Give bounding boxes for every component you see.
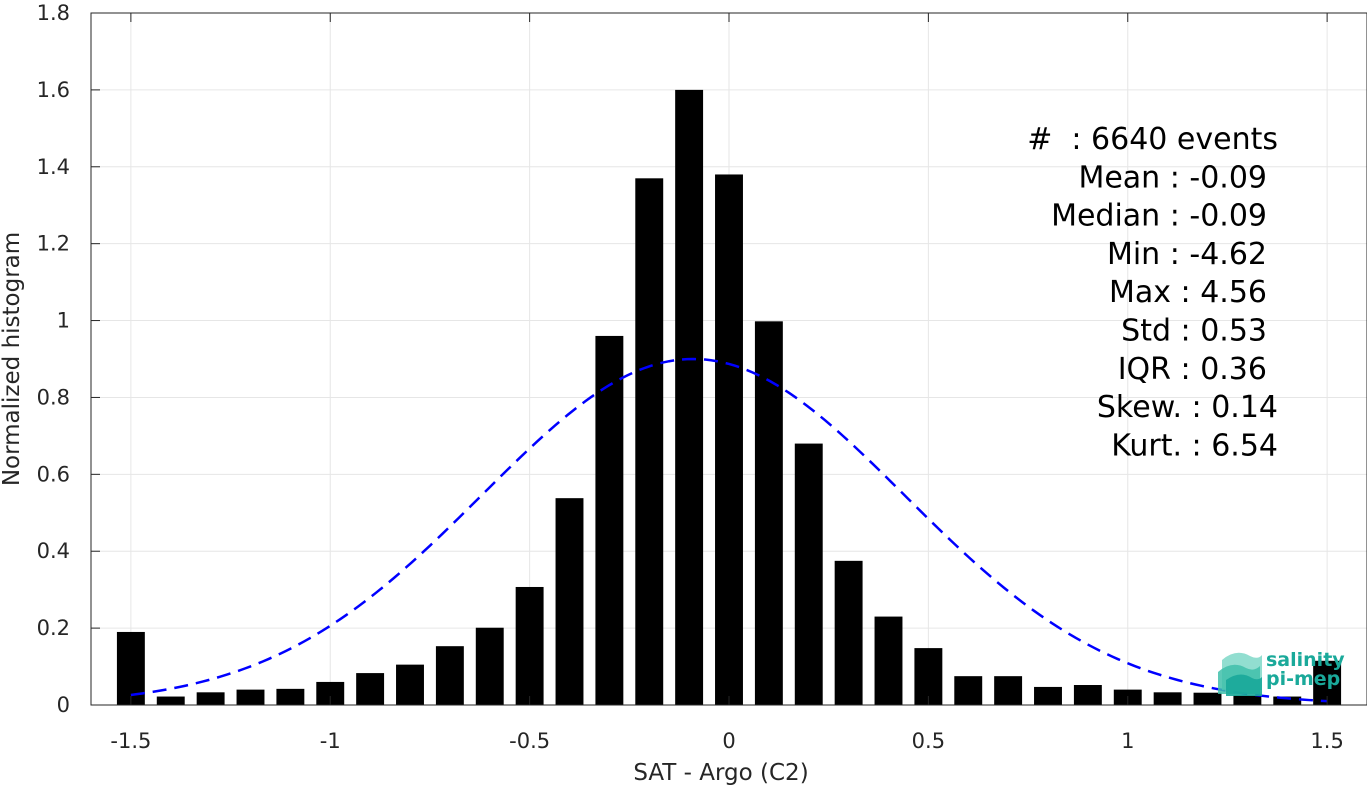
x-tick-label: 1.5 <box>1310 729 1343 753</box>
histogram-bar <box>396 664 424 705</box>
histogram-bar <box>954 676 983 705</box>
histogram-bar <box>675 89 704 705</box>
histogram-bar <box>236 689 265 705</box>
histogram-bar <box>1073 685 1102 705</box>
y-tick-label: 0 <box>57 693 70 717</box>
stat-line: Min : -4.62 <box>1107 237 1267 272</box>
histogram-bar <box>754 321 783 705</box>
histogram-bar <box>1233 695 1262 705</box>
y-tick-label: 1.2 <box>37 232 70 256</box>
stat-line: Median : -0.09 <box>1051 199 1267 234</box>
histogram-bar <box>475 627 504 705</box>
y-axis-ticks: 0 0.2 0.4 0.6 0.8 1 1.2 1.4 1.6 1.8 <box>37 1 100 717</box>
histogram-bar <box>515 586 544 705</box>
x-tick-label: 1 <box>1121 729 1134 753</box>
y-axis-label: Normalized histogram <box>0 232 25 486</box>
histogram-bar <box>595 335 624 705</box>
histogram-bar <box>1193 692 1222 705</box>
histogram-bar <box>1273 696 1302 705</box>
histogram-bar <box>1153 692 1182 705</box>
histogram-bar <box>435 646 464 705</box>
gaussian-fit-curve <box>130 357 1328 703</box>
histogram-bar <box>914 648 943 705</box>
stat-line: IQR : 0.36 <box>1118 352 1267 387</box>
histogram-bar <box>196 692 225 705</box>
y-tick-label: 1.8 <box>37 1 70 25</box>
histogram-bar <box>994 676 1023 705</box>
y-tick-label: 0.2 <box>37 616 70 640</box>
x-tick-label: -1 <box>320 729 341 753</box>
y-tick-label: 1 <box>57 309 70 333</box>
histogram-bar <box>555 498 584 705</box>
stat-line: Std : 0.53 <box>1121 314 1267 349</box>
x-tick-label: 0.5 <box>912 729 945 753</box>
histogram-bar <box>276 688 305 705</box>
histogram-bar <box>316 681 345 705</box>
salinity-pi-mep-logo: salinity pi-mep <box>1218 649 1345 696</box>
stat-line: Skew. : 0.14 <box>1097 390 1278 425</box>
x-tick-label: 0 <box>722 729 735 753</box>
histogram-bar <box>834 560 863 705</box>
histogram-bar <box>635 178 664 706</box>
histogram-bar <box>356 673 385 705</box>
logo-waves-icon <box>1218 652 1262 696</box>
y-tick-label: 0.4 <box>37 539 70 563</box>
histogram-bar <box>794 443 823 705</box>
x-axis-ticks: -1.5 -1 -0.5 0 0.5 1 1.5 <box>110 13 1344 753</box>
y-tick-label: 1.4 <box>37 155 70 179</box>
stat-line: Max : 4.56 <box>1109 275 1267 310</box>
x-tick-label: -0.5 <box>509 729 550 753</box>
stat-line: Mean : -0.09 <box>1078 160 1267 195</box>
y-tick-label: 0.6 <box>37 462 70 486</box>
stat-line: Kurt. : 6.54 <box>1111 428 1278 463</box>
logo-text-line1: salinity <box>1266 649 1345 671</box>
histogram-bar <box>874 616 903 705</box>
y-tick-label: 1.6 <box>37 78 70 102</box>
x-tick-label: -1.5 <box>110 729 151 753</box>
stat-line: # : 6640 events <box>1027 122 1278 157</box>
histogram-bar <box>156 696 185 705</box>
histogram-bars <box>116 89 1342 706</box>
histogram-bar <box>1034 686 1062 705</box>
histogram-bar <box>715 174 743 705</box>
y-tick-label: 0.8 <box>37 385 70 409</box>
x-axis-label: SAT - Argo (C2) <box>633 760 808 786</box>
logo-text-line2: pi-mep <box>1266 668 1340 690</box>
